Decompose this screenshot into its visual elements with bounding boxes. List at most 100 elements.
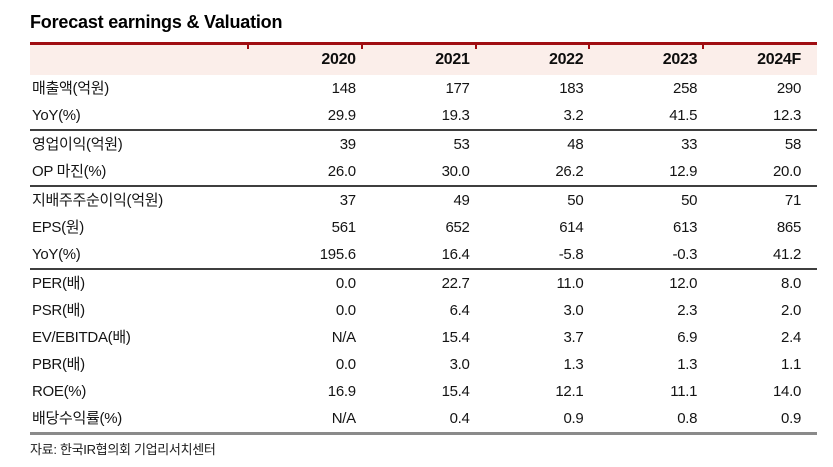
cell-value: N/A xyxy=(331,329,356,346)
row-label: EPS(원) xyxy=(32,219,85,236)
table-row: 지배주주순이익(억원) 37 49 50 50 71 xyxy=(30,186,817,214)
cell-value: 29.9 xyxy=(248,102,362,131)
cell-value: -0.3 xyxy=(589,241,704,270)
row-label: ROE(%) xyxy=(32,383,87,400)
table-row: ROE(%) 16.9 15.4 12.1 11.1 14.0 xyxy=(30,378,817,405)
cell-value: 614 xyxy=(559,219,584,236)
table-row: PER(배) 0.0 22.7 11.0 12.0 8.0 xyxy=(30,269,817,297)
row-label: PBR(배) xyxy=(32,356,85,373)
cell-value: 258 xyxy=(673,80,698,97)
row-label: PER(배) xyxy=(32,275,85,292)
cell-value: 1.1 xyxy=(781,356,801,373)
cell-value: -5.8 xyxy=(475,241,590,270)
cell-value: 195.6 xyxy=(248,241,362,270)
cell-value: 8.0 xyxy=(781,275,801,292)
table-row: PBR(배) 0.0 3.0 1.3 1.3 1.1 xyxy=(30,351,817,378)
column-header-2024f: 2024F xyxy=(702,43,817,75)
cell-value: 0.0 xyxy=(335,275,356,292)
cell-value: 613 xyxy=(673,219,698,236)
cell-value: 0.4 xyxy=(361,405,476,435)
cell-value: 3.0 xyxy=(449,356,470,373)
column-header-label xyxy=(30,43,248,75)
source-note: 자료: 한국IR협의회 기업리서치센터 xyxy=(30,442,216,457)
cell-value: 3.7 xyxy=(563,329,584,346)
row-label: 영업이익(억원) xyxy=(32,136,123,153)
cell-value: 20.0 xyxy=(703,158,817,187)
cell-value: 41.2 xyxy=(703,241,817,270)
table-row: 영업이익(억원) 39 53 48 33 58 xyxy=(30,130,817,158)
cell-value: 39 xyxy=(339,136,356,153)
row-label: 지배주주순이익(억원) xyxy=(32,192,163,209)
table-row: EV/EBITDA(배) N/A 15.4 3.7 6.9 2.4 xyxy=(30,324,817,351)
cell-value: 50 xyxy=(567,192,584,209)
table-header-row: 2020 2021 2022 2023 2024F xyxy=(30,43,817,75)
table-row: 매출액(억원) 148 177 183 258 290 xyxy=(30,75,817,102)
table-row: YoY(%) 29.9 19.3 3.2 41.5 12.3 xyxy=(30,102,817,131)
cell-value: 41.5 xyxy=(589,102,704,131)
cell-value: 0.9 xyxy=(475,405,590,435)
cell-value: 561 xyxy=(331,219,356,236)
cell-value: 290 xyxy=(776,80,801,97)
cell-value: 183 xyxy=(559,80,584,97)
cell-value: 15.4 xyxy=(441,329,470,346)
row-label: YoY(%) xyxy=(30,241,248,270)
cell-value: 0.9 xyxy=(703,405,817,435)
cell-value: 14.0 xyxy=(773,383,801,400)
row-label: 매출액(억원) xyxy=(32,80,109,97)
row-label: PSR(배) xyxy=(32,302,85,319)
cell-value: 1.3 xyxy=(563,356,584,373)
table-row: OP 마진(%) 26.0 30.0 26.2 12.9 20.0 xyxy=(30,158,817,187)
row-label: OP 마진(%) xyxy=(30,158,248,187)
cell-value: N/A xyxy=(248,405,362,435)
earnings-valuation-table: 2020 2021 2022 2023 2024F 매출액(억원) 148 177 1… xyxy=(30,42,817,435)
table-row: EPS(원) 561 652 614 613 865 xyxy=(30,214,817,241)
cell-value: 11.1 xyxy=(670,383,698,400)
page-title: Forecast earnings & Valuation xyxy=(30,12,283,32)
cell-value: 48 xyxy=(567,136,584,153)
cell-value: 0.0 xyxy=(335,356,356,373)
cell-value: 53 xyxy=(453,136,470,153)
cell-value: 0.0 xyxy=(335,302,356,319)
row-label: 배당수익률(%) xyxy=(30,405,248,435)
cell-value: 1.3 xyxy=(677,356,698,373)
row-label: YoY(%) xyxy=(30,102,248,131)
cell-value: 15.4 xyxy=(441,383,470,400)
cell-value: 6.4 xyxy=(449,302,470,319)
cell-value: 2.3 xyxy=(677,302,698,319)
cell-value: 19.3 xyxy=(361,102,476,131)
cell-value: 177 xyxy=(445,80,470,97)
cell-value: 22.7 xyxy=(441,275,470,292)
table-row: YoY(%) 195.6 16.4 -5.8 -0.3 41.2 xyxy=(30,241,817,270)
column-header-2022: 2022 xyxy=(474,43,590,75)
cell-value: 16.4 xyxy=(361,241,476,270)
cell-value: 2.0 xyxy=(781,302,801,319)
cell-value: 11.0 xyxy=(556,275,584,292)
cell-value: 16.9 xyxy=(327,383,356,400)
cell-value: 2.4 xyxy=(781,329,801,346)
cell-value: 30.0 xyxy=(361,158,476,187)
cell-value: 3.2 xyxy=(475,102,590,131)
cell-value: 0.8 xyxy=(589,405,704,435)
cell-value: 26.2 xyxy=(475,158,590,187)
column-header-2020: 2020 xyxy=(247,43,362,75)
cell-value: 37 xyxy=(339,192,356,209)
column-header-2021: 2021 xyxy=(360,43,476,75)
cell-value: 12.1 xyxy=(555,383,584,400)
table-row: 배당수익률(%) N/A 0.4 0.9 0.8 0.9 xyxy=(30,405,817,435)
column-header-2023: 2023 xyxy=(588,43,704,75)
cell-value: 12.3 xyxy=(703,102,817,131)
cell-value: 865 xyxy=(776,219,801,236)
cell-value: 50 xyxy=(681,192,698,209)
table-body: 매출액(억원) 148 177 183 258 290 YoY(%) 29.9 19.3 3.2 4… xyxy=(30,75,817,435)
cell-value: 652 xyxy=(445,219,470,236)
cell-value: 12.9 xyxy=(589,158,704,187)
cell-value: 33 xyxy=(681,136,698,153)
cell-value: 58 xyxy=(784,136,801,153)
row-label: EV/EBITDA(배) xyxy=(32,329,131,346)
table-row: PSR(배) 0.0 6.4 3.0 2.3 2.0 xyxy=(30,297,817,324)
cell-value: 49 xyxy=(453,192,470,209)
cell-value: 12.0 xyxy=(669,275,698,292)
cell-value: 3.0 xyxy=(563,302,584,319)
cell-value: 148 xyxy=(331,80,356,97)
